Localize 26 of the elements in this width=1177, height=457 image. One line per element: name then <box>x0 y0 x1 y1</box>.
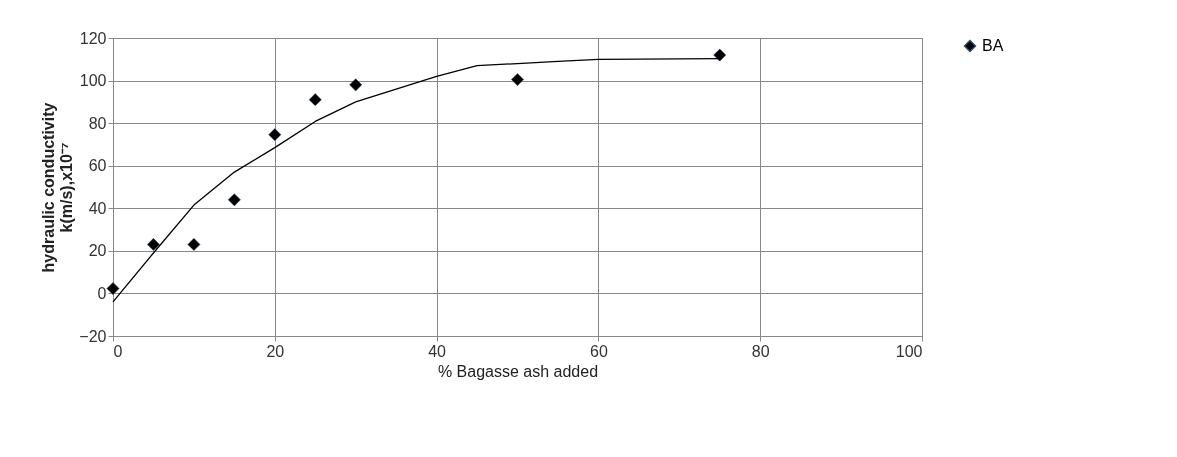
point <box>511 73 524 86</box>
x-tick-label: 60 <box>590 342 608 360</box>
y-axis-title: hydraulic conductivity k(m/s),x10⁻⁷ <box>40 102 76 273</box>
legend-label: BA <box>982 37 1004 54</box>
point <box>106 282 120 295</box>
point <box>227 193 241 207</box>
point <box>349 78 363 92</box>
y-tick-label: 100 <box>79 72 107 90</box>
y-tick-label: 40 <box>88 199 107 217</box>
point <box>268 128 282 142</box>
y-tick-label: 60 <box>88 157 107 175</box>
y-tick-label: −20 <box>79 327 107 345</box>
y-tick-label: 0 <box>97 284 107 302</box>
point <box>713 48 727 62</box>
y-tick-label: 20 <box>88 242 107 260</box>
x-tick-label: 100 <box>895 342 923 360</box>
x-tick-label: 20 <box>266 342 285 360</box>
x-tick-label: 80 <box>751 342 770 360</box>
y-tick-label: 120 <box>79 29 107 47</box>
point <box>187 238 201 251</box>
x-tick-label: 0 <box>113 342 123 360</box>
point <box>147 238 160 251</box>
x-axis-title: % Bagasse ash added <box>437 362 599 380</box>
x-tick-label: 40 <box>428 342 447 360</box>
y-tick-label: 80 <box>88 114 107 132</box>
point <box>308 93 322 107</box>
